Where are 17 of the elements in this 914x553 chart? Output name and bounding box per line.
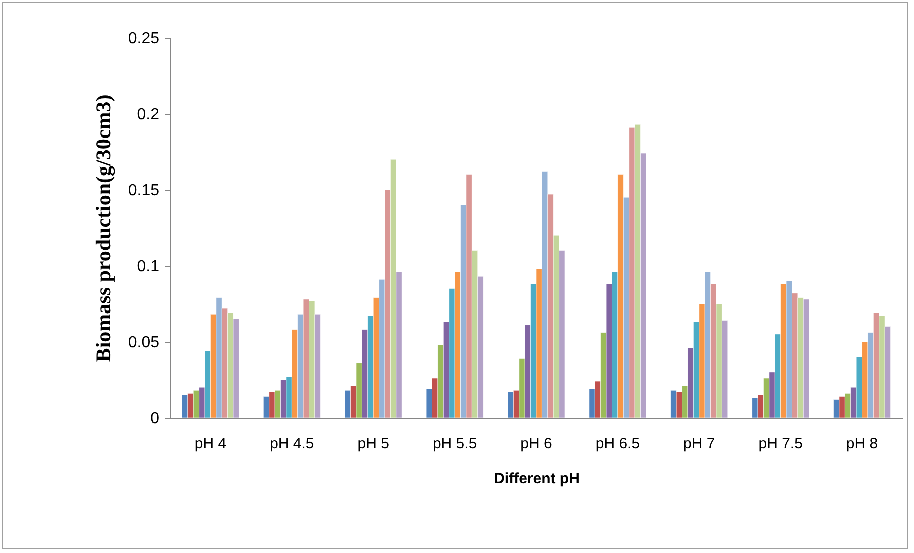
x-tick-label: pH 8 [846, 436, 878, 452]
y-tick-label: 0.25 [128, 30, 160, 48]
x-tick-label: pH 6 [520, 436, 552, 452]
x-tick-label: pH 7 [684, 436, 716, 452]
y-tick-label: 0.05 [128, 334, 160, 352]
y-tick-label: 0.1 [137, 258, 160, 276]
x-tick-label: pH 5.5 [432, 436, 478, 452]
x-tick-label: pH 5 [358, 436, 390, 452]
x-tick-label: pH 7.5 [758, 436, 803, 452]
y-tick-label: 0.15 [128, 182, 160, 200]
x-axis-title: Different pH [494, 470, 580, 488]
y-tick-label: 0.2 [137, 106, 160, 124]
x-tick-label: pH 4.5 [270, 436, 314, 452]
y-axis-title: Biomass production(g/30cm3) [91, 94, 116, 362]
y-tick-label: 0 [150, 410, 160, 428]
x-tick-label: pH 6.5 [596, 436, 640, 452]
x-tick-label: pH 4 [194, 436, 227, 452]
